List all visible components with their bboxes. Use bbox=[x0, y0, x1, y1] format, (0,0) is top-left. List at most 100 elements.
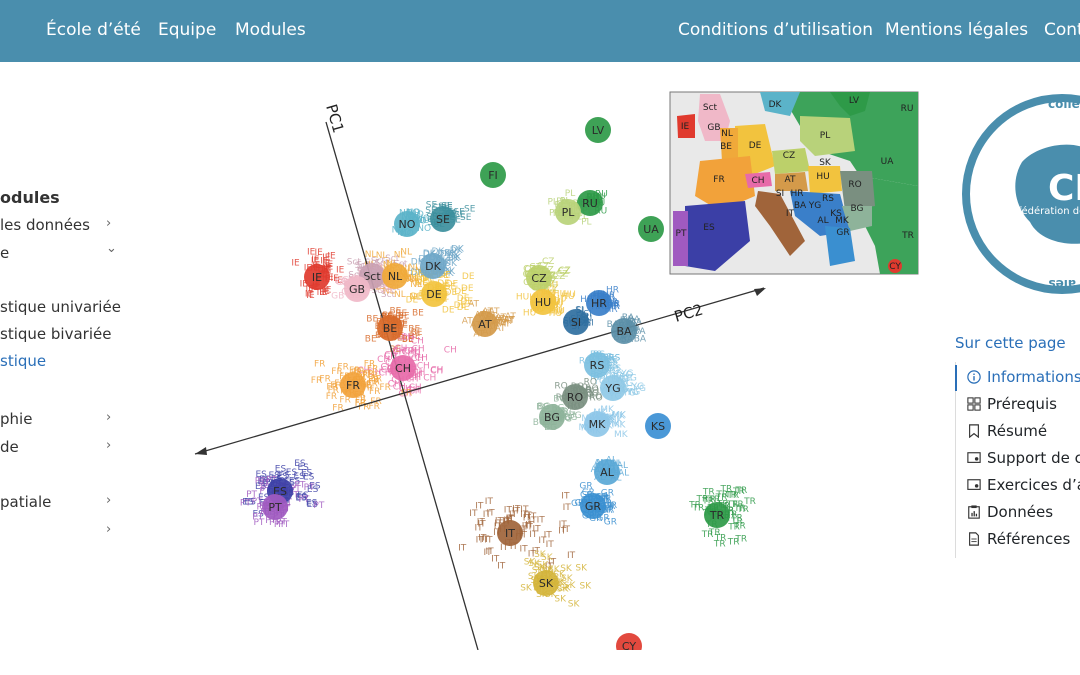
sample-label: DK bbox=[450, 246, 464, 256]
sidebar-item-donnees[interactable]: les données › bbox=[0, 216, 130, 238]
sample-label: IT bbox=[548, 558, 557, 568]
centroid-label: IE bbox=[312, 271, 322, 284]
sidebar-item-more[interactable]: › bbox=[0, 522, 130, 544]
map-region-cyprus bbox=[888, 259, 902, 273]
toc-active-marker bbox=[955, 365, 957, 391]
map-label-sct: Sct bbox=[703, 103, 718, 113]
centroid-label: TR bbox=[709, 509, 725, 522]
toc-item-prerequis[interactable]: Prérequis bbox=[967, 395, 1057, 413]
centroid-marker bbox=[704, 502, 730, 528]
toc-item-support[interactable]: Support de c bbox=[967, 449, 1080, 467]
nav-modules[interactable]: Modules bbox=[235, 20, 306, 40]
sample-label: TR bbox=[736, 505, 749, 515]
sample-label: HU bbox=[553, 289, 566, 299]
centroid-marker bbox=[555, 199, 581, 225]
sample-label: DK bbox=[432, 247, 446, 257]
sample-label: IE bbox=[305, 290, 314, 300]
sample-label: CH bbox=[412, 345, 425, 355]
pca-genetics-figure: RURURURURURURURURURURURURURURUPLPLPLPLPL… bbox=[160, 66, 940, 650]
sample-label: IT bbox=[458, 544, 467, 554]
europe-inset-map: Sct GB IE DK LV RU NL BE DE PL UA FR CH CZ SK AT HU RO SI H… bbox=[669, 91, 919, 275]
centroid-bg: BG bbox=[539, 404, 565, 430]
sample-label: BA bbox=[630, 318, 643, 328]
sample-label: GR bbox=[604, 501, 617, 511]
sample-label: NL bbox=[416, 279, 428, 289]
toc-item-references[interactable]: Références bbox=[967, 530, 1070, 548]
sample-label: SK bbox=[520, 584, 533, 594]
sample-label: CH bbox=[417, 362, 430, 372]
sample-label: TR bbox=[701, 497, 714, 507]
sample-label: ES bbox=[306, 498, 318, 508]
map-label-tr: TR bbox=[901, 231, 914, 241]
sample-label: RU bbox=[594, 207, 607, 217]
sample-label: TR bbox=[696, 494, 709, 504]
sample-label: CH bbox=[384, 352, 397, 362]
centroid-label: DK bbox=[425, 260, 441, 273]
nav-ecole-ete[interactable]: École d’été bbox=[46, 20, 141, 40]
sample-label: SE bbox=[454, 211, 466, 221]
sample-label: GR bbox=[582, 488, 595, 498]
sample-label: BA bbox=[633, 327, 646, 337]
sample-label: IE bbox=[322, 253, 331, 263]
sample-label: HR bbox=[607, 302, 620, 312]
centroid-hu: HU bbox=[530, 289, 556, 315]
sample-label: NL bbox=[410, 280, 422, 290]
sample-label: PT bbox=[259, 479, 270, 489]
sample-label: IE bbox=[291, 258, 300, 268]
toc-item-donnees[interactable]: Données bbox=[967, 503, 1053, 521]
sample-label: TR bbox=[702, 488, 715, 498]
sample-label: PL bbox=[581, 218, 591, 228]
sample-label: CH bbox=[430, 367, 443, 377]
sample-label: PT bbox=[288, 490, 299, 500]
sample-label: YG bbox=[620, 379, 633, 389]
map-region-spain bbox=[685, 201, 750, 271]
sample-label: AT bbox=[494, 315, 505, 325]
sidebar-item-phie[interactable]: phie › bbox=[0, 410, 130, 432]
sample-label: BE bbox=[408, 325, 420, 335]
logo-bottom-text: ales bbox=[1049, 277, 1077, 291]
sample-label: DE bbox=[454, 287, 467, 297]
sample-label: IT bbox=[520, 505, 529, 515]
map-label-ie: IE bbox=[681, 122, 690, 132]
centroid-label: BA bbox=[616, 325, 632, 338]
nav-conditions[interactable]: Conditions d’utilisation bbox=[678, 20, 874, 40]
sidebar-subitem-bivariee[interactable]: stique bivariée bbox=[0, 325, 112, 343]
sample-label: IT bbox=[525, 522, 534, 532]
sample-label: NL bbox=[403, 275, 415, 285]
sidebar-item-expanded[interactable]: e ⌄ bbox=[0, 241, 130, 266]
nav-contact[interactable]: Cont bbox=[1044, 20, 1080, 40]
map-label-ru: RU bbox=[901, 104, 914, 114]
nav-mentions-legales[interactable]: Mentions légales bbox=[885, 20, 1029, 40]
centroid-rs: RS bbox=[584, 352, 610, 378]
sample-label: DE bbox=[462, 272, 475, 282]
toc-item-informations[interactable]: Informations bbox=[967, 368, 1080, 386]
sample-label: BG bbox=[553, 394, 566, 404]
sample-label: PT bbox=[313, 501, 324, 511]
sample-label: ES bbox=[307, 500, 319, 510]
map-label-pt: PT bbox=[676, 229, 687, 239]
nav-equipe[interactable]: Equipe bbox=[158, 20, 217, 40]
sidebar-item-spatiale[interactable]: patiale › bbox=[0, 493, 130, 515]
toc-item-exercices[interactable]: Exercices d’a bbox=[967, 476, 1080, 494]
sidebar-subitem-univariee[interactable]: stique univariée bbox=[0, 298, 121, 316]
sample-label: IT bbox=[523, 511, 532, 521]
sample-label: SK bbox=[580, 581, 593, 591]
sample-label: DE bbox=[416, 276, 429, 286]
map-region-denmark bbox=[760, 92, 800, 116]
clipboard-chart-icon bbox=[968, 505, 980, 519]
sample-label: IT bbox=[478, 520, 487, 530]
centroid-mk: MK bbox=[584, 411, 610, 437]
sidebar-item-de[interactable]: de › bbox=[0, 438, 130, 460]
centroid-label: SE bbox=[436, 213, 450, 226]
sample-label: IT bbox=[506, 514, 515, 524]
sample-label: IT bbox=[506, 514, 515, 524]
sample-label: CH bbox=[408, 350, 421, 360]
sidebar-subitem-active[interactable]: stique bbox=[0, 352, 47, 370]
sample-label: BE bbox=[365, 334, 377, 344]
sample-label: AT bbox=[462, 317, 473, 327]
toc-title: Sur cette page bbox=[955, 334, 1066, 352]
sample-label: IT bbox=[484, 536, 493, 546]
toc-item-resume[interactable]: Résumé bbox=[967, 422, 1047, 440]
sample-label: MK bbox=[614, 430, 629, 440]
sample-label: CH bbox=[411, 354, 424, 364]
